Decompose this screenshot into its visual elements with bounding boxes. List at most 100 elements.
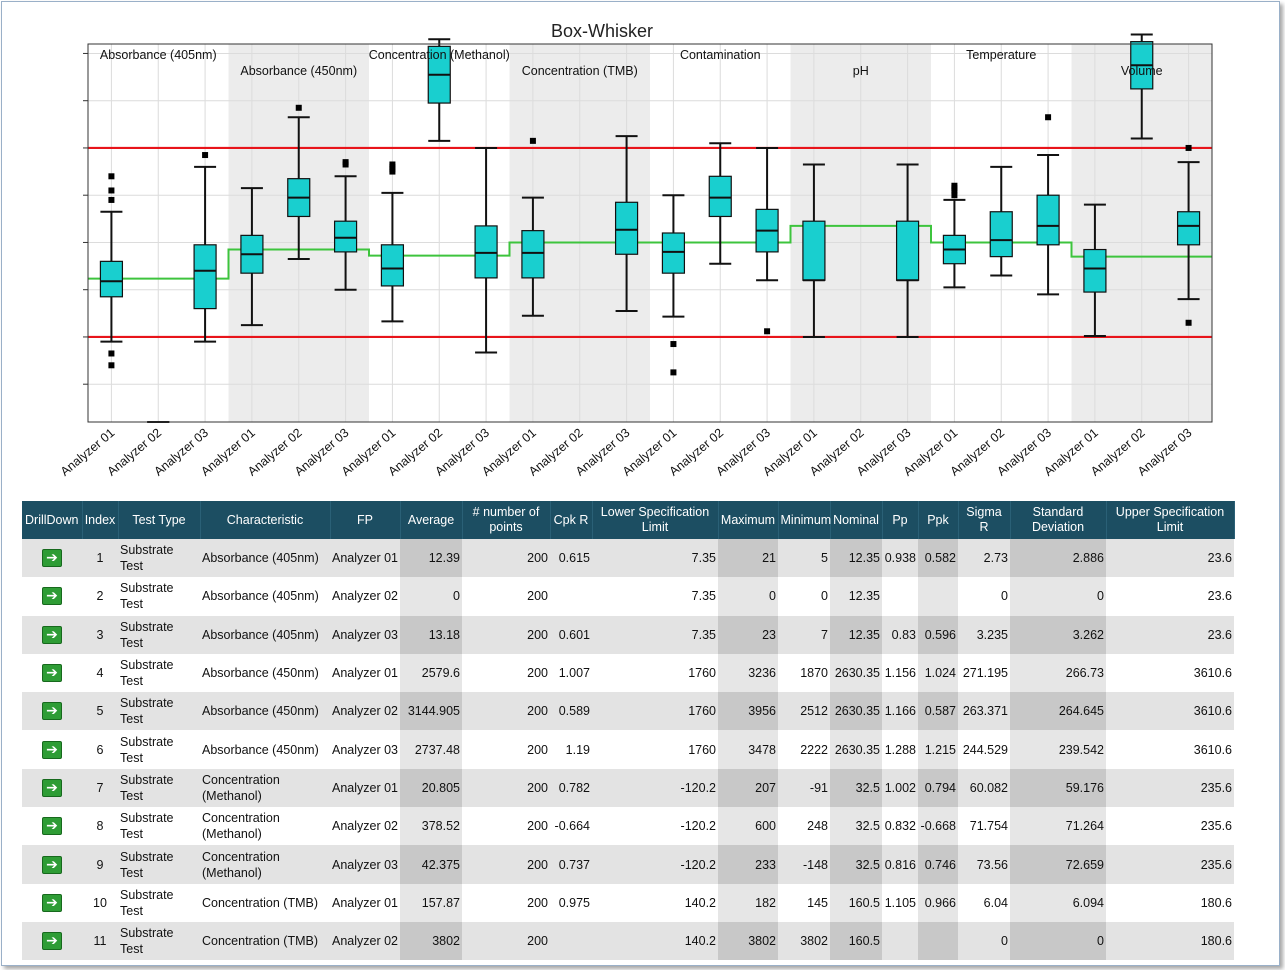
box-iqr (1176, 211, 1201, 246)
table-cell: 2512 (778, 692, 830, 731)
column-header[interactable]: Upper Specification Limit (1106, 501, 1235, 539)
drilldown-cell[interactable]: ➔ (22, 883, 82, 922)
drilldown-cell[interactable]: ➔ (22, 768, 82, 808)
table-cell: 2222 (778, 730, 830, 769)
arrow-right-icon[interactable]: ➔ (42, 817, 62, 836)
table-cell: 0 (778, 577, 830, 616)
table-cell: 0 (1010, 921, 1106, 961)
table-row[interactable]: ➔ 10 Substrate Test Concentration (TMB) Anal… (22, 883, 1234, 922)
table-cell: 3802 (718, 921, 778, 961)
outlier-point (951, 192, 958, 199)
table-cell: 182 (718, 883, 778, 922)
table-row[interactable]: ➔ 11 Substrate Test Concentration (TMB) Anal… (22, 921, 1234, 961)
arrow-right-icon[interactable]: ➔ (42, 587, 62, 606)
table-row[interactable]: ➔ 2 Substrate Test Absorbance (405nm) Analyz… (22, 577, 1234, 616)
table-cell: Absorbance (405nm) (200, 577, 330, 616)
drilldown-cell[interactable]: ➔ (22, 845, 82, 884)
column-header[interactable]: Cpk R (550, 501, 593, 539)
box-iqr (708, 175, 732, 218)
table-cell: -0.668 (918, 807, 958, 846)
drilldown-cell[interactable]: ➔ (22, 692, 82, 731)
nominal-line (88, 224, 1212, 280)
table-cell: 60.082 (958, 768, 1010, 808)
table-row[interactable]: ➔ 5 Substrate Test Absorbance (450nm) Analyz… (22, 692, 1234, 731)
column-header[interactable]: Characteristic (200, 501, 331, 539)
arrow-right-icon[interactable]: ➔ (42, 932, 62, 951)
table-cell: 0.832 (882, 807, 918, 846)
arrow-right-icon[interactable]: ➔ (42, 625, 62, 644)
table-cell: 3144.905 (400, 692, 462, 731)
outlier-point (108, 173, 115, 180)
arrow-right-icon[interactable]: ➔ (42, 855, 62, 874)
table-row[interactable]: ➔ 4 Substrate Test Absorbance (450nm) Analyz… (22, 653, 1234, 693)
arrow-right-icon[interactable]: ➔ (42, 778, 62, 797)
column-header[interactable]: Nominal (830, 501, 883, 539)
table-row[interactable]: ➔ 9 Substrate Test Concentration (Methanol)… (22, 845, 1234, 884)
column-header[interactable]: Pp (882, 501, 919, 539)
table-cell: 71.754 (958, 807, 1010, 846)
column-header[interactable]: FP (330, 501, 401, 539)
table-cell: 1.024 (918, 653, 958, 693)
table-cell: Concentration (Methanol) (200, 807, 330, 846)
table-row[interactable]: ➔ 1 Substrate Test Absorbance (405nm) Analyz… (22, 539, 1234, 578)
group-label: Absorbance (405nm) (100, 48, 217, 62)
table-cell: 32.5 (830, 807, 882, 846)
column-header[interactable]: Index (82, 501, 119, 539)
table-cell: 1.156 (882, 653, 918, 693)
table-row[interactable]: ➔ 8 Substrate Test Concentration (Methanol)… (22, 807, 1234, 846)
table-cell: Absorbance (450nm) (200, 730, 330, 769)
table-cell: 235.6 (1106, 768, 1234, 808)
table-row[interactable]: ➔ 6 Substrate Test Absorbance (450nm) Analyz… (22, 730, 1234, 769)
drilldown-cell[interactable]: ➔ (22, 921, 82, 961)
column-header[interactable]: Average (400, 501, 463, 539)
column-header[interactable]: Minimum (778, 501, 831, 539)
drilldown-cell[interactable]: ➔ (22, 807, 82, 846)
column-header[interactable]: Standard Deviation (1010, 501, 1107, 539)
outlier-point (342, 161, 349, 168)
column-header[interactable]: DrillDown (22, 501, 83, 539)
column-header[interactable]: Test Type (118, 501, 201, 539)
table-cell: 0 (958, 577, 1010, 616)
column-header[interactable]: Ppk (918, 501, 959, 539)
group-label: Contamination (680, 48, 761, 62)
table-row[interactable]: ➔ 3 Substrate Test Absorbance (405nm) Analyz… (22, 615, 1234, 654)
table-cell: 12.39 (400, 539, 462, 578)
drilldown-cell[interactable]: ➔ (22, 730, 82, 769)
table-cell: 0.582 (918, 539, 958, 578)
arrow-right-icon[interactable]: ➔ (42, 893, 62, 912)
arrow-right-icon[interactable]: ➔ (42, 664, 62, 683)
drilldown-cell[interactable]: ➔ (22, 539, 82, 578)
group-label: Temperature (966, 48, 1036, 62)
table-cell: 23.6 (1106, 539, 1234, 578)
drilldown-cell[interactable]: ➔ (22, 615, 82, 654)
box-whisker-chart: Box-Whisker Absorbance (405nm) Absorbance … (58, 21, 1213, 479)
table-cell: 0 (1010, 577, 1106, 616)
arrow-right-icon[interactable]: ➔ (42, 702, 62, 721)
column-header[interactable]: # number of points (462, 501, 551, 539)
column-header[interactable]: Sigma R (958, 501, 1011, 539)
column-header[interactable]: Lower Specification Limit (592, 501, 719, 539)
arrow-right-icon[interactable]: ➔ (42, 549, 62, 568)
table-cell: 0.737 (550, 845, 592, 884)
table-cell: 200 (462, 577, 550, 616)
table-cell: 600 (718, 807, 778, 846)
table-cell: 3802 (778, 921, 830, 961)
outlier-point (389, 168, 396, 175)
box-iqr (614, 201, 639, 255)
drilldown-cell[interactable]: ➔ (22, 653, 82, 693)
table-cell: -120.2 (592, 768, 718, 808)
table-cell: 235.6 (1106, 845, 1234, 884)
table-cell: 20.805 (400, 768, 462, 808)
table-cell: 244.529 (958, 730, 1010, 769)
table-row[interactable]: ➔ 7 Substrate Test Concentration (Methanol)… (22, 768, 1234, 808)
column-header[interactable]: Maximum (718, 501, 779, 539)
table-cell: 7.35 (592, 539, 718, 578)
table-cell: 157.87 (400, 883, 462, 922)
arrow-right-icon[interactable]: ➔ (42, 740, 62, 759)
box-iqr (1083, 248, 1107, 293)
group-label: Absorbance (450nm) (240, 64, 357, 78)
table-cell: Concentration (Methanol) (200, 768, 330, 808)
drilldown-cell[interactable]: ➔ (22, 577, 82, 616)
box-iqr (1036, 194, 1060, 246)
